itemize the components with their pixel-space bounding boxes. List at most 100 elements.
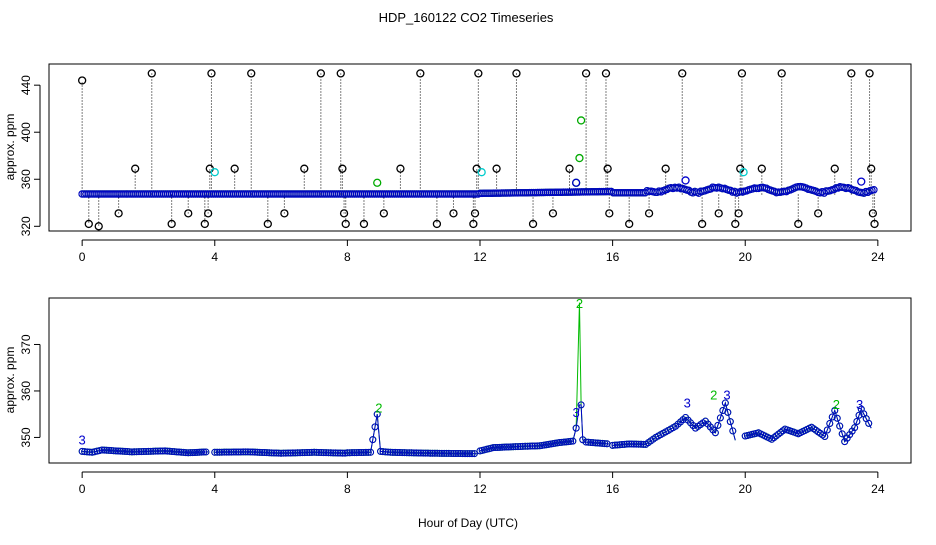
top-black-point <box>316 69 326 78</box>
bottom-series3-point <box>422 449 430 457</box>
bottom-series3-point <box>135 448 143 456</box>
top-black-point <box>470 209 480 218</box>
bottom-series3-point <box>189 449 197 457</box>
bottom-series3-point <box>521 442 529 450</box>
bottom-series3-point <box>558 438 566 446</box>
bottom-series3-point <box>334 449 342 457</box>
chart-title: HDP_160122 CO2 Timeseries <box>379 10 554 25</box>
bottom-series3-point <box>831 406 839 414</box>
bottom-series3-point <box>613 441 621 449</box>
bottom-series3-point <box>596 439 604 447</box>
bottom-series3-point <box>198 448 206 456</box>
bottom-series3-point <box>601 440 609 448</box>
top-black-point <box>528 219 538 229</box>
top-plot-area <box>78 69 879 231</box>
bottom-series3-point <box>287 449 295 457</box>
top-black-point <box>230 164 239 173</box>
bottom-x-tick-label: 24 <box>871 482 885 496</box>
bottom-series3-point <box>86 448 94 456</box>
bottom-series3-point <box>301 449 309 457</box>
bottom-series3-point <box>714 421 722 429</box>
bottom-series3-point <box>291 449 299 457</box>
bottom-series3-point <box>779 427 787 435</box>
bottom-series3-point <box>130 448 138 456</box>
bottom-series3-point <box>436 449 444 457</box>
bottom-series3-point <box>144 447 152 455</box>
bottom-series3-point <box>466 450 474 458</box>
bottom-series3-point <box>336 449 344 457</box>
bottom-series3-point <box>81 448 89 456</box>
top-blue-point <box>870 186 878 194</box>
bottom-x-tick-label: 16 <box>606 482 620 496</box>
bottom-series3-point <box>507 443 515 451</box>
bottom-series3-point <box>770 434 778 442</box>
bottom-series3-point <box>415 449 423 457</box>
bottom-series-label-3: 3 <box>723 387 730 402</box>
bottom-y-tick-label: 350 <box>19 427 33 447</box>
top-black-point <box>830 164 839 173</box>
bottom-series3-point <box>429 449 437 457</box>
top-black-point <box>714 209 723 218</box>
bottom-series3-point <box>123 448 131 456</box>
bottom-series3-point <box>443 449 451 457</box>
top-black-point <box>474 69 483 78</box>
top-black-point <box>757 164 766 173</box>
top-black-point <box>84 219 93 229</box>
bottom-series3-point <box>772 432 780 440</box>
bottom-series3-point <box>154 447 162 455</box>
top-black-point <box>678 69 687 78</box>
bottom-series3-point <box>107 447 115 455</box>
top-black-point <box>867 164 876 173</box>
top-black-point <box>661 164 670 173</box>
top-cyan-point <box>210 168 219 177</box>
bottom-series3-point <box>836 422 844 430</box>
bottom-series3-point <box>377 447 385 455</box>
top-black-point <box>865 69 874 78</box>
bottom-series3-point <box>317 449 325 457</box>
bottom-y-tick-label: 360 <box>19 381 33 401</box>
bottom-series3-point <box>142 447 150 455</box>
bottom-series3-point <box>598 439 606 447</box>
bottom-series2-line <box>347 414 477 455</box>
bottom-series3-point <box>246 448 254 456</box>
bottom-series3-point <box>594 439 602 447</box>
bottom-series3-point <box>223 448 231 456</box>
bottom-series3-point <box>491 444 499 452</box>
bottom-series3-point <box>353 449 361 457</box>
bottom-series3-point <box>364 448 372 456</box>
bottom-series3-point <box>463 450 471 458</box>
bottom-series3-point <box>348 449 356 457</box>
bottom-series3-point <box>305 448 313 456</box>
bottom-series3-point <box>386 448 394 456</box>
top-black-point <box>737 69 747 78</box>
bottom-series3-point <box>426 449 434 457</box>
bottom-series3-point <box>239 448 247 456</box>
bottom-series3-point <box>468 450 476 458</box>
bottom-series3-point <box>216 448 224 456</box>
bottom-series3-point <box>496 443 504 451</box>
bottom-series3-point <box>726 418 734 426</box>
top-black-point <box>512 69 521 78</box>
bottom-series3-point <box>112 447 120 455</box>
top-black-point <box>336 69 345 78</box>
bottom-series3-point <box>186 449 194 457</box>
bottom-series3-point <box>433 449 441 457</box>
bottom-series3-point <box>296 449 304 457</box>
top-x-tick-label: 4 <box>211 250 218 264</box>
bottom-x-tick-label: 12 <box>473 482 487 496</box>
bottom-series3-point <box>721 399 729 407</box>
top-black-point <box>131 164 140 173</box>
top-black-point <box>147 69 156 78</box>
bottom-series3-point <box>611 441 619 449</box>
bottom-series3-point <box>494 443 502 451</box>
bottom-series3-point <box>577 401 585 409</box>
bottom-series3-point <box>310 448 318 456</box>
bottom-series3-point <box>270 449 278 457</box>
bottom-series3-line <box>347 414 477 455</box>
top-x-tick-label: 24 <box>871 250 885 264</box>
bottom-series3-point <box>724 408 732 416</box>
bottom-series3-point <box>616 441 624 449</box>
top-black-point <box>338 164 347 173</box>
bottom-series3-point <box>237 448 245 456</box>
bottom-series2-line <box>479 302 610 452</box>
